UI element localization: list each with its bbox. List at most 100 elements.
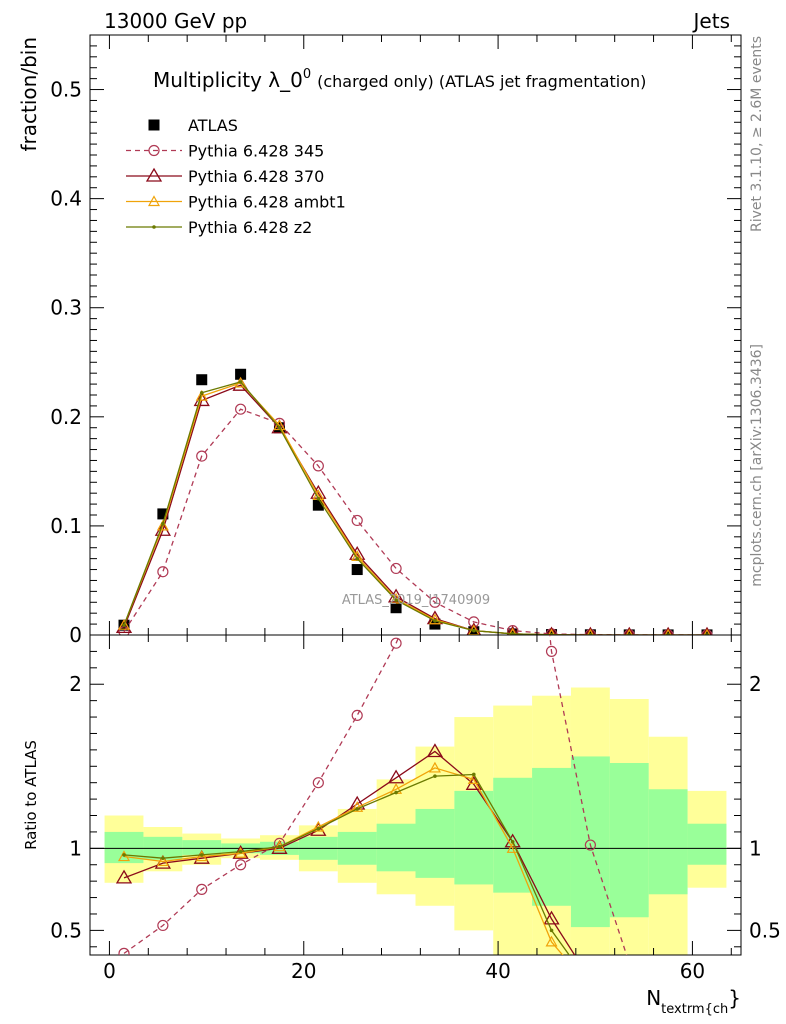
data-point	[433, 619, 437, 623]
data-point	[196, 374, 208, 386]
ratio-tick-label-left: 2	[69, 672, 82, 696]
ratio-point	[549, 928, 554, 933]
ratio-point	[433, 774, 437, 778]
rivet-label: Rivet 3.1.10, ≥ 2.6M events	[749, 36, 765, 232]
ratio-point	[161, 856, 165, 860]
y-tick-label: 0.2	[50, 405, 82, 429]
data-point	[277, 425, 282, 430]
ratio-point	[627, 994, 631, 998]
ratio-point	[387, 769, 405, 784]
data-point	[196, 450, 208, 462]
ratio-point	[234, 847, 247, 858]
main-series-group	[115, 368, 713, 635]
data-point	[390, 602, 402, 614]
ratio-panel: 0.5 0.5 1 1 2 2	[50, 269, 781, 1001]
data-point	[390, 592, 403, 604]
title-main: Multiplicity λ_0	[153, 68, 303, 92]
ratio-series-group	[115, 269, 714, 1001]
ratio-point	[666, 994, 670, 998]
ratio-point	[545, 645, 558, 658]
data-point	[156, 519, 169, 531]
data-point	[235, 368, 247, 380]
ratio-point	[312, 820, 325, 832]
ratio-point	[117, 850, 131, 862]
ratio-point	[235, 859, 247, 871]
ratio-tick-label-right: 2	[749, 672, 762, 696]
data-point	[510, 632, 515, 635]
mcplots-label: mcplots.cern.ch [arXiv:1306.3436]	[749, 344, 765, 587]
ratio-point	[510, 839, 515, 844]
ratio-point	[661, 989, 675, 1001]
data-point	[351, 550, 364, 562]
series-line	[123, 381, 707, 635]
data-point	[193, 392, 210, 407]
ratio-point	[351, 801, 364, 812]
x-tick-label: 20	[291, 959, 316, 983]
data-point	[662, 629, 674, 635]
ratio-line	[123, 773, 570, 955]
legend-marker	[152, 225, 156, 229]
data-point	[546, 629, 558, 635]
ratio-band-inner	[532, 767, 571, 906]
data-point	[584, 629, 596, 635]
ratio-point	[157, 919, 169, 932]
ratio-point	[355, 807, 360, 811]
data-point	[199, 391, 204, 395]
series-line	[123, 384, 707, 635]
ratio-point	[196, 883, 208, 895]
data-point	[351, 564, 363, 576]
data-point	[549, 632, 554, 635]
ratio-point	[469, 417, 479, 427]
ratio-point	[118, 947, 130, 955]
ratio-point	[624, 991, 634, 1000]
ratio-tick-label-right: 0.5	[749, 918, 781, 942]
x-tick-label: 60	[680, 959, 705, 983]
ratio-point	[545, 935, 558, 947]
ratio-bands	[104, 687, 727, 955]
x-axis-label: Ntextrm{ch}	[646, 986, 741, 1017]
ratio-band-inner	[182, 840, 222, 855]
data-point	[312, 499, 324, 511]
ratio-point	[195, 850, 208, 862]
header-left: 13000 GeV pp	[104, 9, 247, 33]
y-tick-label: 0	[69, 623, 82, 647]
data-point	[585, 626, 596, 635]
legend-label: Pythia 6.428 345	[188, 142, 324, 161]
ratio-band-inner	[376, 823, 416, 872]
data-point	[663, 626, 673, 635]
legend-label: Pythia 6.428 ambt1	[188, 193, 346, 212]
ratio-point	[700, 989, 714, 1001]
ratio-point	[238, 849, 243, 854]
data-point	[507, 628, 519, 635]
data-point	[623, 629, 635, 635]
main-panel: 0 0.1 0.2 0.3 0.4 0.5	[50, 34, 742, 647]
ratio-point	[702, 991, 712, 1000]
header-right: Jets	[692, 9, 730, 33]
ratio-point	[390, 637, 402, 649]
data-point	[355, 556, 360, 561]
data-point	[235, 403, 247, 415]
ratio-point	[584, 839, 596, 851]
ratio-point	[428, 761, 441, 773]
ratio-band-inner	[687, 823, 727, 865]
y-tick-label: 0.4	[50, 187, 82, 211]
legend-label: Pythia 6.428 z2	[188, 218, 312, 237]
ratio-point	[543, 910, 560, 925]
data-point	[429, 596, 441, 608]
data-point	[351, 514, 363, 527]
y-tick-label: 0.5	[50, 78, 82, 102]
chart-title: Multiplicity λ_00 (charged only) (ATLAS j…	[153, 67, 646, 92]
ratio-line	[123, 635, 628, 955]
ratio-point	[508, 269, 518, 279]
ratio-tick-label-left: 1	[69, 836, 82, 860]
ratio-point	[115, 869, 133, 884]
ratio-point	[471, 772, 476, 777]
data-point	[507, 625, 519, 635]
analysis-watermark: ATLAS_2019_I1740909	[342, 593, 490, 608]
data-point	[312, 460, 324, 472]
ratio-band-inner	[570, 756, 610, 928]
title-superscript: 0	[303, 67, 311, 82]
ratio-point	[663, 991, 673, 1000]
series-line	[123, 382, 707, 635]
ratio-point	[312, 777, 324, 789]
